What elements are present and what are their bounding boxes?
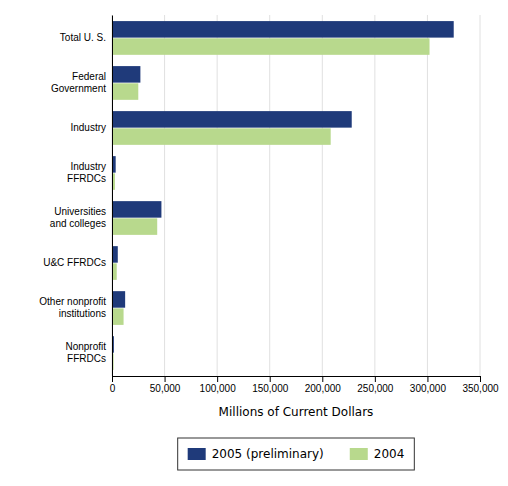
x-tick-label: 350,000 bbox=[462, 383, 499, 394]
x-tick: 300,000 bbox=[410, 376, 447, 394]
y-tick-label-line: and colleges bbox=[50, 218, 106, 229]
y-tick-label-line: U&C FFRDCs bbox=[43, 257, 106, 268]
legend-swatch bbox=[188, 448, 206, 460]
grid bbox=[112, 15, 480, 376]
y-tick-label: Industry bbox=[70, 122, 106, 133]
grid-line bbox=[322, 15, 323, 376]
x-axis-title: Millions of Current Dollars bbox=[219, 405, 374, 419]
bar bbox=[112, 218, 157, 235]
y-axis-line bbox=[112, 16, 113, 377]
x-tick-label: 300,000 bbox=[410, 383, 447, 394]
y-tick: Universitiesand colleges bbox=[50, 206, 112, 229]
plot: 0 50,000 100,000 150,000 200,000 250,000 300,0… bbox=[39, 15, 499, 394]
legend-item: 2005 (preliminary) bbox=[188, 447, 324, 461]
y-tick-label: Other nonprofitinstitutions bbox=[39, 296, 106, 319]
x-tick-mark bbox=[112, 376, 113, 382]
bar bbox=[112, 308, 124, 325]
x-tick-label: 0 bbox=[110, 383, 116, 394]
y-tick-label-line: Government bbox=[51, 83, 106, 94]
grid-line bbox=[480, 15, 481, 376]
legend-label: 2004 bbox=[374, 447, 405, 461]
bar bbox=[112, 128, 331, 145]
y-tick-label-line: Industry bbox=[70, 122, 106, 133]
x-tick: 350,000 bbox=[462, 376, 499, 394]
y-tick: FederalGovernment bbox=[51, 71, 112, 94]
grid-line bbox=[269, 15, 270, 376]
grid-line bbox=[112, 15, 113, 376]
x-tick: 150,000 bbox=[252, 376, 289, 394]
y-tick-label-line: Federal bbox=[72, 71, 106, 82]
bar bbox=[112, 21, 454, 38]
x-tick-label: 100,000 bbox=[200, 383, 237, 394]
bar bbox=[112, 111, 352, 128]
x-axis-line bbox=[113, 377, 481, 383]
y-tick-label: Total U. S. bbox=[60, 32, 106, 43]
y-tick: Other nonprofitinstitutions bbox=[39, 296, 112, 319]
bar-series bbox=[112, 21, 454, 353]
chart: 0 50,000 100,000 150,000 200,000 250,000 300,0… bbox=[0, 0, 508, 486]
x-axis: 0 50,000 100,000 150,000 200,000 250,000 300,0… bbox=[110, 376, 499, 394]
x-tick-label: 50,000 bbox=[150, 383, 181, 394]
x-tick: 50,000 bbox=[150, 376, 181, 394]
x-tick-label: 150,000 bbox=[252, 383, 289, 394]
x-tick-mark bbox=[480, 376, 481, 382]
x-tick-mark bbox=[427, 376, 428, 382]
y-tick: IndustryFFRDCs bbox=[67, 161, 112, 184]
x-tick-mark bbox=[270, 376, 271, 382]
y-tick-label-line: Universities bbox=[54, 206, 106, 217]
chart-container: 0 50,000 100,000 150,000 200,000 250,000 300,0… bbox=[0, 0, 508, 486]
bars bbox=[112, 21, 454, 370]
bar bbox=[112, 291, 125, 308]
grid-line bbox=[164, 15, 165, 376]
legend-swatch bbox=[350, 448, 368, 460]
bar bbox=[112, 83, 138, 100]
x-tick-mark bbox=[375, 376, 376, 382]
x-tick: 250,000 bbox=[357, 376, 394, 394]
bar-series bbox=[112, 38, 430, 370]
y-tick: Total U. S. bbox=[60, 32, 112, 43]
legend: 2005 (preliminary) 2004 bbox=[178, 438, 415, 470]
y-tick: NonprofitFFRDCs bbox=[65, 341, 112, 364]
grid-line bbox=[374, 15, 375, 376]
y-tick-label-line: FFRDCs bbox=[67, 173, 106, 184]
y-tick: U&C FFRDCs bbox=[43, 257, 112, 268]
y-tick-label-line: institutions bbox=[59, 308, 106, 319]
legend-label: 2005 (preliminary) bbox=[212, 447, 324, 461]
x-tick: 0 bbox=[110, 376, 116, 394]
y-tick-label: FederalGovernment bbox=[51, 71, 106, 94]
legend-box bbox=[178, 438, 415, 470]
y-tick-label-line: Nonprofit bbox=[65, 341, 106, 352]
grid-line bbox=[427, 15, 428, 376]
bar bbox=[112, 38, 430, 55]
y-tick-label-line: FFRDCs bbox=[67, 353, 106, 364]
x-tick-mark bbox=[165, 376, 166, 382]
x-tick-mark bbox=[322, 376, 323, 382]
bar bbox=[112, 66, 140, 83]
y-tick-label-line: Total U. S. bbox=[60, 32, 106, 43]
x-tick: 200,000 bbox=[305, 376, 342, 394]
x-tick-label: 250,000 bbox=[357, 383, 394, 394]
y-tick-label-line: Other nonprofit bbox=[39, 296, 106, 307]
y-axis: Total U. S.FederalGovernmentIndustryIndu… bbox=[39, 16, 112, 377]
y-tick: Industry bbox=[70, 122, 112, 133]
x-tick-mark bbox=[217, 376, 218, 382]
y-tick-label: U&C FFRDCs bbox=[43, 257, 106, 268]
y-tick-label-line: Industry bbox=[70, 161, 106, 172]
legend-item: 2004 bbox=[350, 447, 405, 461]
x-tick-label: 200,000 bbox=[305, 383, 342, 394]
bar bbox=[112, 201, 161, 218]
y-tick-label: NonprofitFFRDCs bbox=[65, 341, 106, 364]
y-tick-label: Universitiesand colleges bbox=[50, 206, 106, 229]
grid-line bbox=[217, 15, 218, 376]
x-tick: 100,000 bbox=[200, 376, 237, 394]
y-tick-label: IndustryFFRDCs bbox=[67, 161, 106, 184]
